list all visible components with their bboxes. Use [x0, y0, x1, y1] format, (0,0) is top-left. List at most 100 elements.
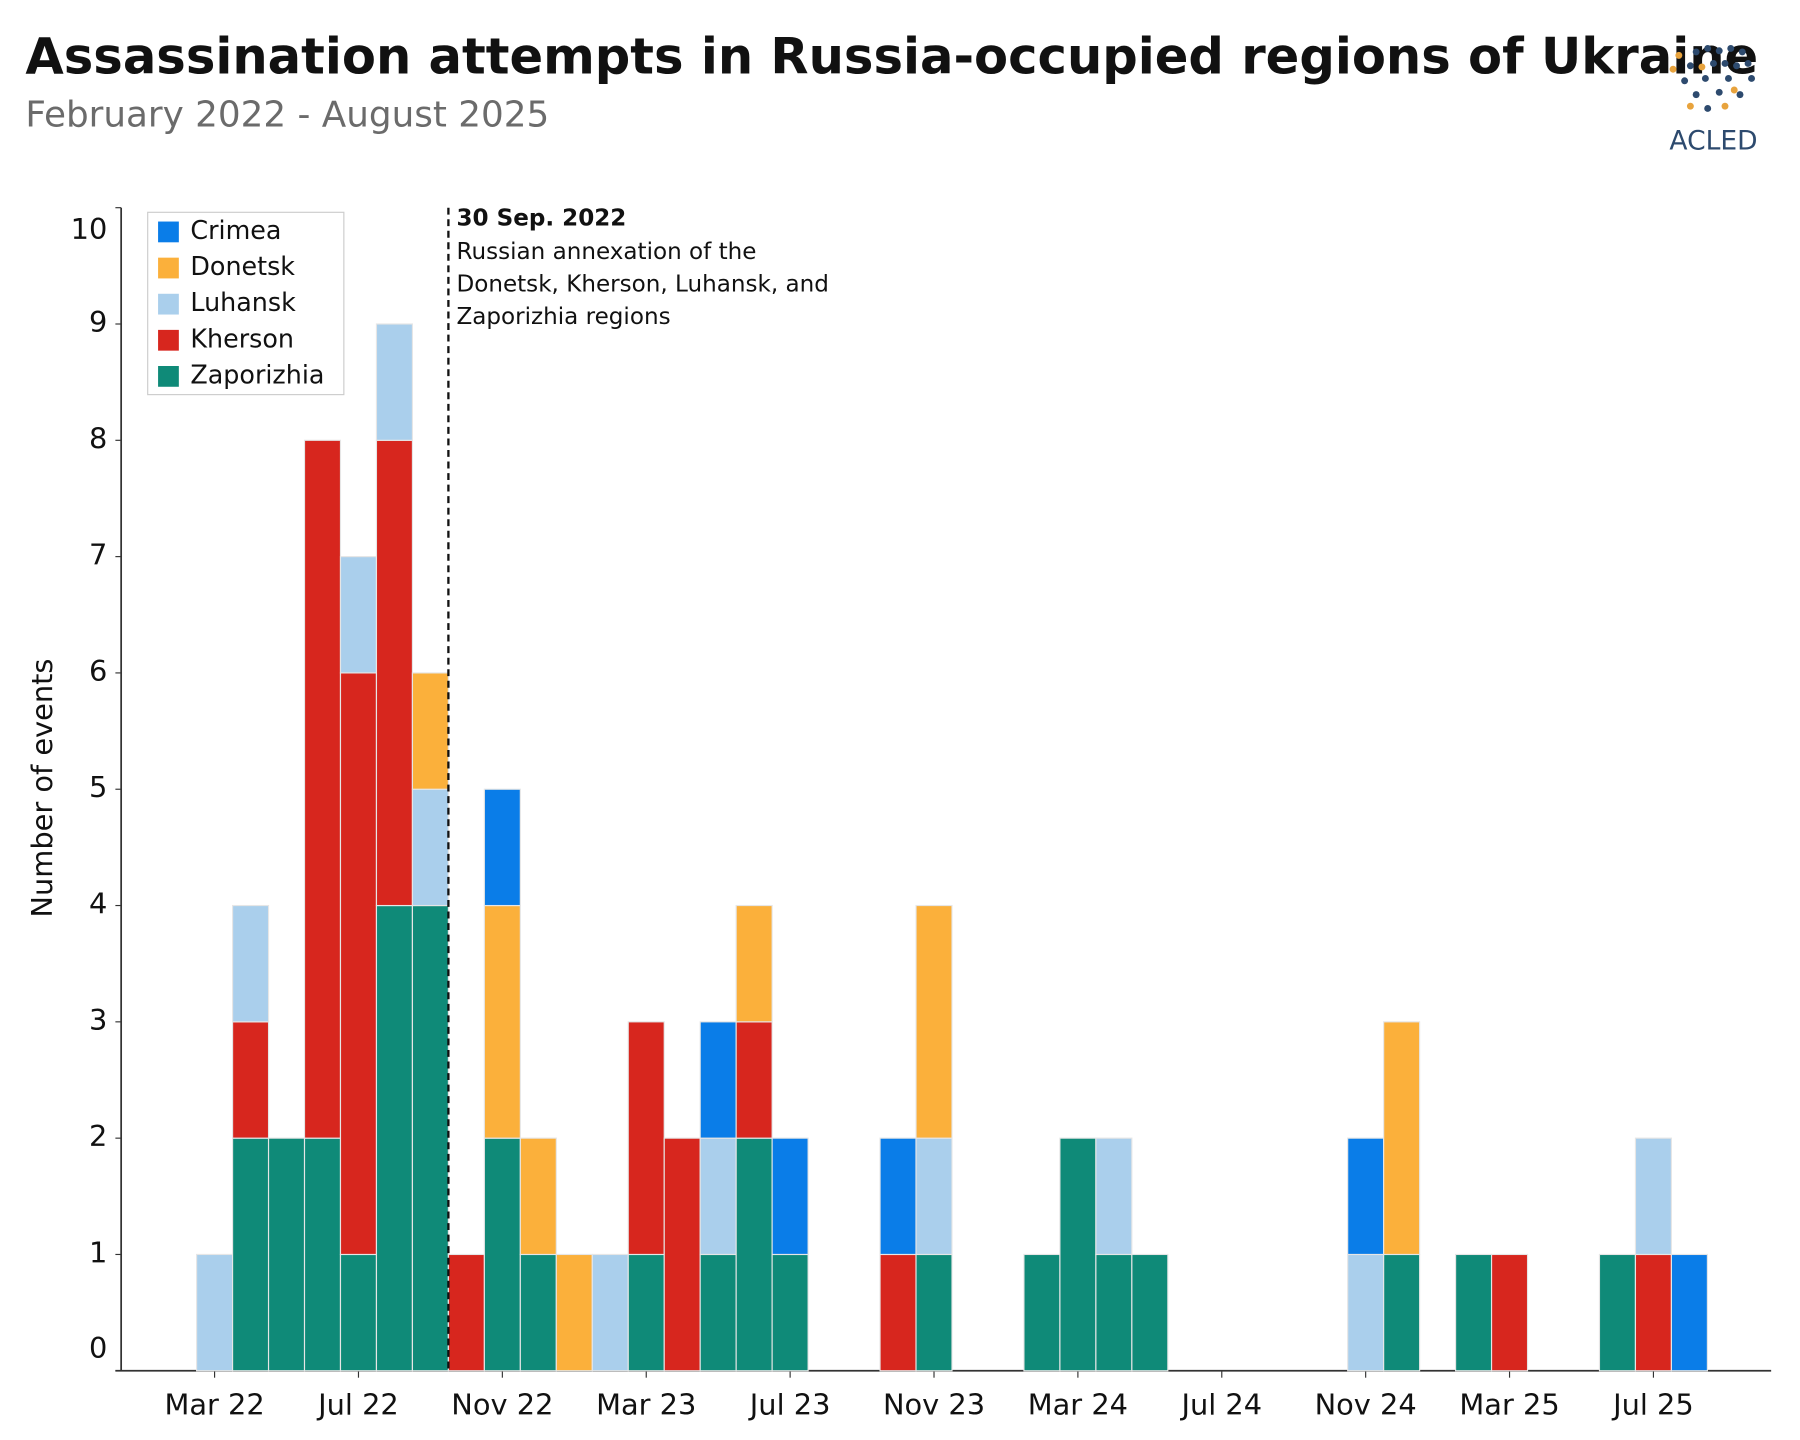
x-tick-label: Jul 23	[748, 1388, 831, 1422]
bar-segment	[627, 1253, 665, 1372]
annotation-date: 30 Sep. 2022	[456, 206, 626, 232]
bar-segment	[735, 1021, 773, 1139]
bar-segment	[1670, 1253, 1708, 1372]
bar-segment	[915, 1137, 953, 1256]
legend-label: Kherson	[190, 323, 294, 353]
bar-segment	[483, 1137, 521, 1372]
y-tick-label: 8	[89, 421, 107, 455]
legend-label: Crimea	[190, 215, 281, 245]
legend-label: Zaporizhia	[190, 359, 324, 389]
bar-segment	[1095, 1253, 1133, 1372]
legend-label: Donetsk	[190, 251, 295, 281]
bar-segment	[699, 1137, 737, 1256]
x-tick-label: Mar 22	[164, 1388, 264, 1422]
bar-segment	[375, 904, 414, 1372]
annotation-text: Donetsk, Kherson, Luhansk, and	[456, 272, 828, 298]
bar-segment	[519, 1253, 557, 1372]
bar-segment	[1131, 1253, 1169, 1372]
bar-segment	[879, 1253, 917, 1372]
bar-segment	[1059, 1137, 1097, 1372]
legend-swatch	[158, 221, 179, 243]
y-tick-label: 4	[89, 887, 107, 921]
bar-segment	[1598, 1253, 1637, 1372]
x-tick-label: Mar 23	[596, 1388, 696, 1422]
bar-segment	[699, 1253, 737, 1372]
bar-segment	[915, 904, 953, 1139]
legend-swatch	[158, 366, 179, 387]
bar-segment	[879, 1137, 917, 1256]
x-tick-label: Jul 22	[316, 1388, 399, 1422]
legend-swatch	[158, 293, 179, 315]
bar-segment	[555, 1253, 593, 1372]
bar-segment	[771, 1137, 809, 1256]
bar-segment	[627, 1021, 665, 1256]
bar-segment	[663, 1137, 701, 1372]
y-tick-label: 7	[89, 538, 107, 572]
logo-text: ACLED	[1669, 125, 1757, 156]
legend: Crimea Donetsk Luhansk Kherson Zaporizhia	[147, 211, 345, 396]
bar-segment	[1383, 1021, 1421, 1256]
bar-segment	[1455, 1253, 1493, 1372]
bar-segment	[771, 1253, 809, 1372]
bar-segment	[1023, 1253, 1061, 1372]
bar-segment	[339, 672, 378, 1256]
bar-segment	[483, 904, 521, 1139]
bar-segment	[735, 904, 773, 1023]
y-tick-label: 3	[89, 1003, 107, 1037]
bar-segment	[339, 556, 378, 674]
y-tick-label: 2	[89, 1119, 107, 1153]
bar-segment	[1383, 1253, 1421, 1372]
x-tick-label: Jul 24	[1179, 1388, 1262, 1422]
x-tick-label: Nov 23	[883, 1388, 985, 1422]
bar-segment	[735, 1137, 773, 1372]
y-tick-label: 9	[89, 305, 107, 339]
bar-segment	[339, 1253, 378, 1372]
x-tick-label: Mar 24	[1028, 1388, 1128, 1422]
bar-segment	[231, 1137, 270, 1372]
legend-box	[147, 211, 345, 396]
x-tick-label: Nov 22	[451, 1388, 553, 1422]
annotation-text: Zaporizhia regions	[456, 304, 670, 330]
bar-segment	[267, 1137, 306, 1372]
bar-segment	[1347, 1253, 1385, 1372]
legend-label: Luhansk	[190, 287, 296, 317]
bar-segment	[1490, 1253, 1529, 1372]
x-tick-label: Jul 25	[1611, 1388, 1694, 1422]
bar-segment	[1347, 1137, 1385, 1256]
bar-segment	[915, 1253, 953, 1372]
legend-swatch	[158, 329, 179, 351]
bar-segment	[375, 323, 414, 441]
bar-segment	[1095, 1137, 1133, 1256]
annotation-text: Russian annexation of the	[456, 239, 756, 265]
chart-title: Assassination attempts in Russia-occupie…	[25, 28, 1758, 86]
bar-segment	[231, 904, 270, 1023]
bar-segment	[411, 904, 449, 1372]
legend-swatch	[158, 257, 179, 279]
bar-segment	[447, 1253, 485, 1372]
bar-segment	[483, 788, 521, 907]
logo: ACLED	[1669, 45, 1758, 156]
bar-segment	[591, 1253, 629, 1372]
y-tick-label: 0	[89, 1331, 107, 1365]
bar-segment	[1634, 1253, 1672, 1372]
bar-segment	[196, 1253, 234, 1372]
y-tick-label: 1	[89, 1235, 107, 1269]
bar-segment	[231, 1021, 270, 1139]
bar-segment	[519, 1137, 557, 1256]
chart-subtitle: February 2022 - August 2025	[25, 95, 549, 136]
bar-segment	[375, 439, 414, 907]
x-tick-label: Nov 24	[1315, 1388, 1417, 1422]
bar-segment	[411, 788, 449, 907]
y-axis-title: Number of events	[25, 659, 59, 918]
y-tick-label: 5	[89, 770, 107, 804]
y-tick-label: 6	[89, 654, 107, 688]
bar-segment	[303, 439, 342, 1139]
x-tick-label: Mar 25	[1459, 1388, 1559, 1422]
bar-segment	[303, 1137, 342, 1372]
bar-segment	[1634, 1137, 1672, 1256]
y-tick-label: 10	[71, 212, 108, 246]
bar-segment	[411, 672, 449, 790]
bar-segment	[699, 1021, 737, 1139]
